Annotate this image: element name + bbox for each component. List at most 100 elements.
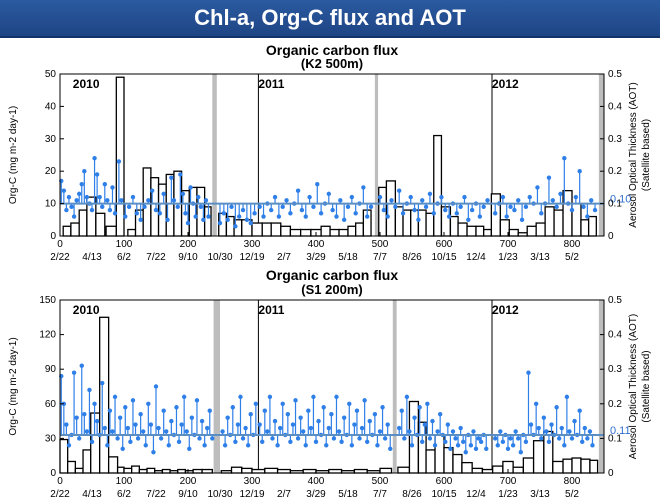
aot-point <box>64 207 69 213</box>
aot-point <box>477 214 483 219</box>
aot-point <box>102 425 108 431</box>
aot-point <box>82 411 87 417</box>
x-date-label: 3/29 <box>306 252 326 263</box>
aot-point <box>361 185 366 190</box>
aot-point <box>408 194 413 200</box>
aot-point <box>443 207 448 213</box>
aot-point <box>84 194 90 200</box>
aot-point <box>581 204 586 210</box>
x-date-label: 7/7 <box>373 489 387 499</box>
aot-point <box>468 443 474 448</box>
aot-point <box>120 446 125 451</box>
flux-bar <box>270 222 282 237</box>
aot-point <box>243 425 248 431</box>
y2-tick-label: 0 <box>608 468 614 479</box>
flux-bar <box>59 438 69 474</box>
flux-bar <box>138 468 148 474</box>
flux-bar <box>471 467 484 474</box>
flux-bar <box>299 228 312 237</box>
aot-point <box>257 422 262 427</box>
aot-point <box>508 436 513 441</box>
aot-point <box>567 429 572 434</box>
aot-point <box>179 422 184 427</box>
y2-tick-label: 0.5 <box>608 295 622 306</box>
aot-point <box>516 198 521 203</box>
aot-point <box>100 204 105 210</box>
flux-bar <box>417 209 427 237</box>
flux-bar <box>116 466 125 474</box>
flux-bar <box>562 458 573 474</box>
flux-bar <box>481 468 494 474</box>
x-date-label: 7/22 <box>146 489 166 499</box>
title-bar: Chl-a, Org-C flux and AOT <box>0 0 660 38</box>
aot-point <box>518 450 523 455</box>
flux-bar <box>123 467 133 474</box>
aot-point <box>126 204 132 210</box>
aot-point <box>184 429 189 434</box>
flux-bar <box>328 468 343 474</box>
flux-bar <box>230 466 243 474</box>
aot-point <box>107 207 113 213</box>
x-date-label: 7/22 <box>146 252 166 263</box>
y2-tick-label: 0.1 <box>608 433 622 444</box>
x-tick-label: 100 <box>116 476 133 487</box>
aot-point <box>146 198 151 203</box>
flux-bar <box>347 225 357 237</box>
aot-point <box>272 194 278 200</box>
aot-point <box>443 439 448 445</box>
aot-point <box>269 207 274 213</box>
aot-point <box>308 425 314 431</box>
y2-tick-label: 0 <box>608 231 614 242</box>
aot-point <box>580 439 585 445</box>
aot-point <box>164 429 169 434</box>
aot-point <box>471 429 476 434</box>
aot-point <box>181 394 187 400</box>
aot-point <box>504 214 509 219</box>
flux-bar <box>203 206 212 237</box>
x-date-label: 3/29 <box>306 489 326 499</box>
flux-bar <box>425 212 435 237</box>
y-axis-label: Org-C (mg m-2 day-1) <box>8 106 19 204</box>
x-tick-label: 700 <box>500 476 517 487</box>
year-label: 2012 <box>492 303 519 317</box>
aot-point <box>334 214 339 219</box>
aot-point <box>354 408 360 413</box>
aot-point <box>416 217 421 222</box>
flux-bar <box>150 177 160 237</box>
x-date-label: 5/18 <box>338 252 358 263</box>
aot-point <box>225 415 230 420</box>
y-tick-label: 20 <box>45 166 57 177</box>
aot-point <box>229 204 234 210</box>
aot-point <box>508 204 513 210</box>
flux-bar <box>508 228 519 237</box>
aot-point <box>427 436 433 441</box>
aot-point <box>233 439 238 445</box>
x-date-label: 10/15 <box>431 252 456 263</box>
aot-point <box>485 198 490 203</box>
flux-bar <box>201 468 213 474</box>
plot-frame <box>59 73 605 237</box>
aot-point <box>119 198 124 203</box>
aot-point <box>349 194 355 200</box>
aot-point <box>463 450 468 455</box>
flux-bar <box>70 222 80 237</box>
aot-point <box>257 204 262 210</box>
aot-point <box>385 422 390 427</box>
aot-point <box>203 198 209 203</box>
y-tick-label: 50 <box>45 69 57 80</box>
aot-point <box>431 211 436 216</box>
aot-mean-label: 0.10 <box>610 194 631 206</box>
aot-point <box>169 418 174 424</box>
y-tick-label: 30 <box>45 134 57 145</box>
x-date-label: 12/4 <box>466 489 486 499</box>
gap-band <box>598 74 604 236</box>
flux-bar <box>449 215 459 237</box>
year-label: 2012 <box>492 77 519 91</box>
aot-point <box>397 188 402 193</box>
aot-point <box>330 207 335 213</box>
aot-point <box>295 436 301 441</box>
flux-bar <box>78 209 88 237</box>
x-date-label: 1/23 <box>498 489 518 499</box>
flux-bar <box>522 457 535 474</box>
aot-point <box>585 436 590 441</box>
